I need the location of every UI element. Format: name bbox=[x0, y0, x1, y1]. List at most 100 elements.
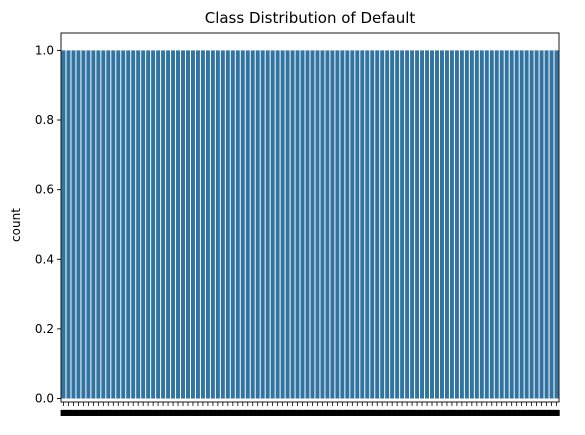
x-tick-label-91: ■ bbox=[513, 408, 521, 417]
bar-36 bbox=[240, 50, 245, 399]
bar-42 bbox=[270, 50, 275, 399]
x-tick-label-77: ■ bbox=[443, 408, 451, 417]
bar-65 bbox=[385, 50, 390, 399]
bar-19 bbox=[156, 50, 161, 399]
bar-39 bbox=[255, 50, 260, 399]
x-tick-label-85: ■ bbox=[483, 408, 491, 417]
x-tick-label-27: ■ bbox=[194, 408, 202, 417]
bar-11 bbox=[116, 50, 121, 399]
bar-15 bbox=[136, 50, 141, 399]
x-tick-label-6: ■ bbox=[90, 408, 98, 417]
bar-59 bbox=[355, 50, 360, 399]
x-tick-label-14: ■ bbox=[129, 408, 137, 417]
x-tick-label-51: ■ bbox=[314, 408, 322, 417]
x-tick-label-4: ■ bbox=[80, 408, 88, 417]
x-tick-label-28: ■ bbox=[199, 408, 207, 417]
y-tick-label-4: 0.8 bbox=[35, 113, 54, 127]
bar-38 bbox=[250, 50, 255, 399]
bar-1 bbox=[66, 50, 71, 399]
bar-88 bbox=[499, 50, 504, 399]
bar-78 bbox=[449, 50, 454, 399]
x-tick-label-32: ■ bbox=[219, 408, 227, 417]
x-tick-label-76: ■ bbox=[438, 408, 446, 417]
x-tick-label-80: ■ bbox=[458, 408, 466, 417]
x-tick-label-13: ■ bbox=[124, 408, 132, 417]
bar-69 bbox=[405, 50, 410, 399]
bar-63 bbox=[375, 50, 380, 399]
x-tick-label-41: ■ bbox=[264, 408, 272, 417]
x-tick-label-68: ■ bbox=[398, 408, 406, 417]
bar-7 bbox=[96, 50, 101, 399]
x-tick-label-46: ■ bbox=[289, 408, 297, 417]
bar-77 bbox=[444, 50, 449, 399]
bar-35 bbox=[235, 50, 240, 399]
y-tick-label-2: 0.4 bbox=[35, 252, 54, 266]
x-tick-label-24: ■ bbox=[179, 408, 187, 417]
bar-31 bbox=[215, 50, 220, 399]
x-tick-label-96: ■ bbox=[538, 408, 546, 417]
bar-86 bbox=[489, 50, 494, 399]
bar-81 bbox=[464, 50, 469, 399]
x-tick-label-34: ■ bbox=[229, 408, 237, 417]
x-tick-label-54: ■ bbox=[329, 408, 337, 417]
y-tick-label-0: 0.0 bbox=[35, 392, 54, 406]
bar-68 bbox=[400, 50, 405, 399]
bar-17 bbox=[146, 50, 151, 399]
x-tick-label-83: ■ bbox=[473, 408, 481, 417]
bar-55 bbox=[335, 50, 340, 399]
x-tick-label-35: ■ bbox=[234, 408, 242, 417]
bar-67 bbox=[395, 50, 400, 399]
x-tick-label-45: ■ bbox=[284, 408, 292, 417]
y-tick-label-5: 1.0 bbox=[35, 43, 54, 57]
bar-95 bbox=[534, 50, 539, 399]
x-tick-label-71: ■ bbox=[413, 408, 421, 417]
x-axis: ■■■■■■■■■■■■■■■■■■■■■■■■■■■■■■■■■■■■■■■■… bbox=[60, 402, 560, 417]
bar-26 bbox=[190, 50, 195, 399]
x-tick-label-42: ■ bbox=[269, 408, 277, 417]
x-tick-label-63: ■ bbox=[373, 408, 381, 417]
x-tick-label-90: ■ bbox=[508, 408, 516, 417]
bar-37 bbox=[245, 50, 250, 399]
bar-24 bbox=[181, 50, 186, 399]
bar-6 bbox=[91, 50, 96, 399]
bar-56 bbox=[340, 50, 345, 399]
x-tick-label-88: ■ bbox=[498, 408, 506, 417]
bar-30 bbox=[210, 50, 215, 399]
x-tick-label-49: ■ bbox=[304, 408, 312, 417]
x-tick-label-29: ■ bbox=[204, 408, 212, 417]
x-tick-label-7: ■ bbox=[95, 408, 103, 417]
x-tick-label-79: ■ bbox=[453, 408, 461, 417]
bar-53 bbox=[325, 50, 330, 399]
x-tick-label-2: ■ bbox=[70, 408, 78, 417]
x-tick-label-11: ■ bbox=[114, 408, 122, 417]
axes-frame bbox=[60, 32, 560, 403]
x-tick-label-94: ■ bbox=[528, 408, 536, 417]
bar-13 bbox=[126, 50, 131, 399]
y-tick-label-3: 0.6 bbox=[35, 183, 54, 197]
bar-90 bbox=[509, 50, 514, 399]
bar-51 bbox=[315, 50, 320, 399]
bar-25 bbox=[185, 50, 190, 399]
x-tick-label-40: ■ bbox=[259, 408, 267, 417]
bar-0 bbox=[61, 50, 66, 399]
x-tick-label-52: ■ bbox=[319, 408, 327, 417]
bar-62 bbox=[370, 50, 375, 399]
bar-43 bbox=[275, 50, 280, 399]
bar-64 bbox=[380, 50, 385, 399]
x-tick-label-31: ■ bbox=[214, 408, 222, 417]
bar-99 bbox=[554, 50, 559, 399]
bar-84 bbox=[479, 50, 484, 399]
bar-33 bbox=[225, 50, 230, 399]
x-tick-label-5: ■ bbox=[85, 408, 93, 417]
bar-58 bbox=[350, 50, 355, 399]
bar-91 bbox=[514, 50, 519, 399]
x-tick-label-25: ■ bbox=[184, 408, 192, 417]
bar-72 bbox=[420, 50, 425, 399]
bar-70 bbox=[410, 50, 415, 399]
x-tick-label-67: ■ bbox=[393, 408, 401, 417]
chart-title: Class Distribution of Default bbox=[205, 9, 416, 27]
bar-97 bbox=[544, 50, 549, 399]
x-tick-label-38: ■ bbox=[249, 408, 257, 417]
x-tick-label-16: ■ bbox=[139, 408, 147, 417]
x-tick-label-70: ■ bbox=[408, 408, 416, 417]
